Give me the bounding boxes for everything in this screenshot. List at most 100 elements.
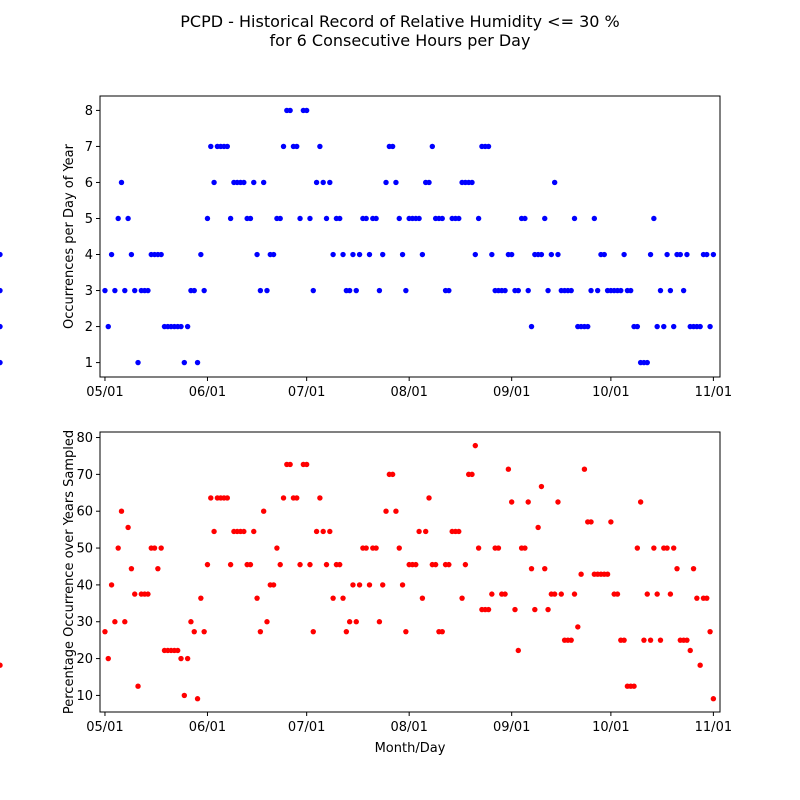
data-point bbox=[403, 287, 409, 294]
data-point bbox=[532, 606, 538, 613]
data-point bbox=[575, 624, 581, 630]
data-point bbox=[0, 323, 3, 330]
data-point bbox=[647, 251, 654, 258]
data-point bbox=[707, 323, 713, 330]
data-point bbox=[469, 471, 475, 478]
data-point bbox=[704, 251, 710, 258]
data-point bbox=[515, 287, 521, 294]
data-point bbox=[571, 591, 578, 597]
data-point bbox=[184, 323, 191, 330]
data-point bbox=[175, 647, 181, 654]
data-point bbox=[485, 606, 492, 613]
x-tick-label: 08/01 bbox=[390, 720, 427, 735]
data-point bbox=[287, 107, 293, 114]
data-point bbox=[0, 662, 3, 668]
data-point bbox=[270, 251, 277, 258]
x-tick-label: 08/01 bbox=[390, 385, 427, 400]
y-tick-label: 3 bbox=[85, 284, 93, 299]
y-axis-label: Occurrences per Day of Year bbox=[62, 143, 77, 329]
data-point bbox=[376, 619, 383, 625]
data-point bbox=[158, 545, 164, 551]
data-point bbox=[634, 323, 641, 330]
data-point bbox=[0, 251, 3, 258]
data-point bbox=[502, 287, 508, 294]
data-point bbox=[380, 582, 386, 588]
data-point bbox=[555, 251, 561, 258]
data-point bbox=[389, 143, 396, 150]
y-tick-label: 7 bbox=[85, 140, 93, 155]
data-point bbox=[591, 215, 598, 222]
data-point bbox=[456, 528, 462, 535]
data-point bbox=[128, 565, 135, 572]
y-axis-label: Percentage Occurrence over Years Sampled bbox=[62, 430, 77, 714]
data-point bbox=[115, 215, 121, 222]
data-point bbox=[631, 683, 637, 689]
data-point bbox=[132, 591, 138, 597]
data-point bbox=[475, 215, 482, 222]
data-point bbox=[108, 251, 115, 258]
data-point bbox=[697, 323, 703, 330]
data-point bbox=[373, 215, 379, 222]
x-tick-label: 10/01 bbox=[592, 385, 629, 400]
data-point bbox=[684, 637, 690, 643]
data-point bbox=[651, 215, 657, 222]
data-point bbox=[204, 215, 211, 222]
data-point bbox=[674, 565, 680, 572]
data-point bbox=[211, 528, 217, 535]
data-point bbox=[363, 215, 369, 222]
y-tick-label: 10 bbox=[76, 689, 93, 704]
data-point bbox=[472, 251, 479, 258]
y-tick-label: 5 bbox=[85, 212, 93, 227]
data-point bbox=[522, 545, 528, 551]
data-point bbox=[227, 215, 234, 222]
bottom-panel-percentage: 10 20 30 40 50 60 70 80 05/01 06/01 07/01 08/01 09/0… bbox=[0, 430, 732, 756]
data-point bbox=[254, 595, 260, 601]
data-point bbox=[125, 215, 131, 222]
x-tick-label: 11/01 bbox=[695, 385, 732, 400]
data-point bbox=[122, 619, 128, 625]
x-tick-label: 07/01 bbox=[288, 385, 325, 400]
x-tick-label: 09/01 bbox=[493, 720, 530, 735]
data-points bbox=[0, 107, 717, 366]
y-tick-label: 40 bbox=[76, 578, 93, 593]
data-point bbox=[307, 215, 313, 222]
data-point bbox=[346, 287, 353, 294]
plot-frame bbox=[99, 95, 721, 378]
data-point bbox=[502, 591, 508, 597]
data-point bbox=[475, 545, 482, 551]
data-point bbox=[432, 561, 439, 568]
data-point bbox=[188, 619, 194, 625]
y-tick-label: 4 bbox=[85, 248, 93, 263]
data-point bbox=[280, 143, 287, 150]
data-point bbox=[651, 545, 657, 551]
data-point bbox=[568, 637, 574, 643]
data-point bbox=[671, 323, 677, 330]
data-point bbox=[522, 215, 528, 222]
data-point bbox=[608, 519, 614, 525]
data-point bbox=[135, 359, 141, 366]
data-point bbox=[542, 565, 548, 572]
data-point bbox=[297, 215, 303, 222]
data-point bbox=[512, 606, 518, 613]
data-point bbox=[145, 287, 151, 294]
data-point bbox=[317, 495, 323, 501]
data-point bbox=[551, 179, 558, 186]
data-point bbox=[399, 251, 406, 258]
x-tick-label: 09/01 bbox=[493, 385, 530, 400]
data-point bbox=[353, 287, 359, 294]
y-tick-label: 6 bbox=[85, 176, 93, 191]
data-point bbox=[155, 565, 161, 572]
data-point bbox=[545, 287, 551, 294]
data-point bbox=[105, 323, 111, 330]
data-point bbox=[439, 628, 445, 635]
x-axis-label: Month/Day bbox=[375, 741, 446, 756]
data-point bbox=[102, 287, 108, 294]
data-point bbox=[571, 215, 578, 222]
x-tick-label: 05/01 bbox=[86, 720, 123, 735]
data-point bbox=[485, 143, 492, 150]
data-point bbox=[274, 545, 280, 551]
data-point bbox=[710, 696, 717, 702]
data-point bbox=[356, 582, 363, 588]
data-point bbox=[145, 591, 151, 597]
data-point bbox=[350, 251, 356, 258]
